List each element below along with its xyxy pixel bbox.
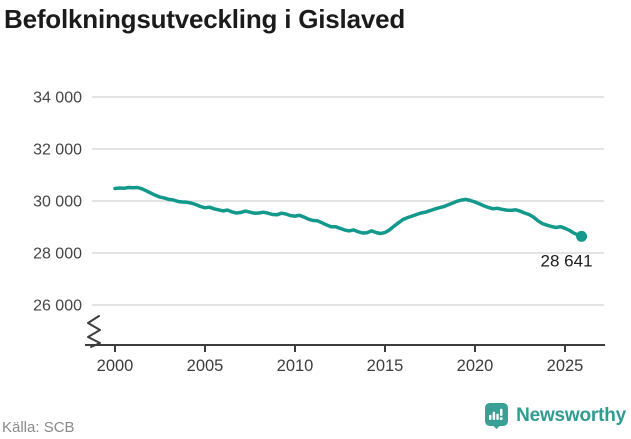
population-line-chart: 26 000 28 000 30 000 32 000 34 000 2000 2005 20…: [33, 90, 605, 375]
population-line: [113, 185, 584, 239]
y-tick-label: 30 000: [33, 194, 82, 211]
end-value-label: 28 641: [541, 251, 593, 270]
x-tick-label: 2005: [187, 357, 224, 375]
y-tick-label: 34 000: [33, 90, 82, 107]
x-tick-label: 2025: [547, 357, 584, 375]
x-tick-label: 2020: [457, 357, 494, 375]
page-title: Befolkningsutveckling i Gislaved: [4, 4, 406, 34]
newsworthy-wordmark: Newsworthy: [516, 405, 626, 426]
y-tick-label: 28 000: [33, 246, 82, 263]
x-tick-label: 2015: [367, 357, 404, 375]
x-tick-label: 2000: [97, 357, 134, 375]
newsworthy-logo: Newsworthy: [485, 403, 626, 429]
source-note: Källa: SCB: [2, 419, 75, 436]
axis-break-icon: [87, 315, 101, 348]
x-tick-label: 2010: [277, 357, 314, 375]
newsworthy-logo-icon: [485, 403, 509, 429]
y-tick-label: 26 000: [33, 298, 82, 315]
y-tick-label: 32 000: [33, 142, 82, 159]
end-point-marker: [576, 230, 588, 242]
